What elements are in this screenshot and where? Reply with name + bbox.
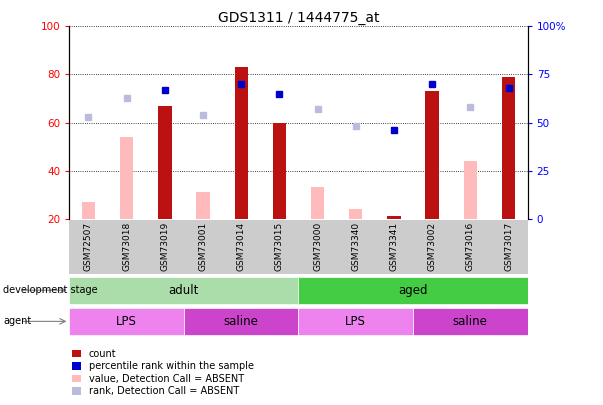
- Bar: [158, 106, 171, 219]
- Text: development stage: development stage: [3, 285, 98, 295]
- Bar: [120, 137, 133, 219]
- Text: GSM73016: GSM73016: [466, 222, 475, 271]
- Text: GSM73002: GSM73002: [428, 222, 437, 271]
- Bar: [349, 209, 362, 219]
- Text: GSM73015: GSM73015: [275, 222, 284, 271]
- Text: GSM73001: GSM73001: [198, 222, 207, 271]
- Bar: [82, 202, 95, 219]
- Bar: [426, 91, 439, 219]
- Text: GSM73341: GSM73341: [390, 222, 399, 271]
- Bar: [311, 188, 324, 219]
- Bar: [235, 67, 248, 219]
- Text: aged: aged: [399, 284, 428, 297]
- Text: GSM73017: GSM73017: [504, 222, 513, 271]
- Bar: [298, 308, 413, 335]
- Bar: [69, 308, 184, 335]
- Text: GSM73018: GSM73018: [122, 222, 131, 271]
- Text: adult: adult: [169, 284, 199, 297]
- Bar: [413, 308, 528, 335]
- Text: GSM73014: GSM73014: [237, 222, 245, 271]
- Bar: [273, 122, 286, 219]
- Text: LPS: LPS: [346, 315, 366, 328]
- Bar: [387, 216, 400, 219]
- Text: GSM72507: GSM72507: [84, 222, 93, 271]
- Text: GSM73000: GSM73000: [313, 222, 322, 271]
- Bar: [464, 161, 477, 219]
- Bar: [502, 77, 515, 219]
- Bar: [197, 192, 210, 219]
- Text: LPS: LPS: [116, 315, 137, 328]
- Text: GSM73340: GSM73340: [352, 222, 360, 271]
- Text: GSM73019: GSM73019: [160, 222, 169, 271]
- Text: saline: saline: [224, 315, 259, 328]
- Title: GDS1311 / 1444775_at: GDS1311 / 1444775_at: [218, 11, 379, 25]
- Bar: [184, 308, 298, 335]
- Legend: count, percentile rank within the sample, value, Detection Call = ABSENT, rank, : count, percentile rank within the sample…: [68, 345, 257, 400]
- Bar: [69, 277, 298, 304]
- Text: agent: agent: [3, 316, 31, 326]
- Bar: [298, 277, 528, 304]
- Text: saline: saline: [453, 315, 488, 328]
